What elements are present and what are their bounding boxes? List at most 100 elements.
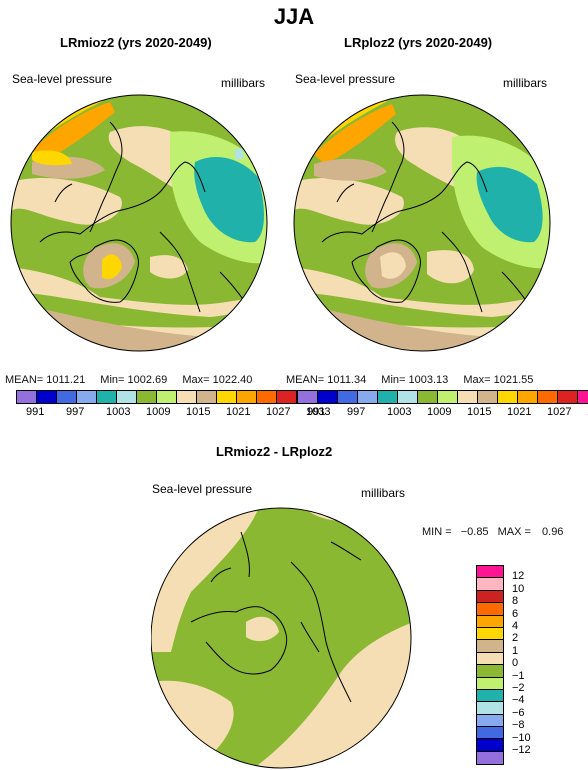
map1-colorbar-swatch (157, 391, 177, 403)
map1-colorbar-swatch (117, 391, 137, 403)
diff-max-value: 0.96 (542, 526, 564, 538)
map2-colorbar-swatch (338, 391, 358, 403)
map1-colorbar-tick-label: 1033 (306, 406, 331, 418)
map1-stats: MEAN= 1011.21 Min= 1002.69 Max= 1022.40 (5, 374, 252, 386)
map1-colorbar-swatch (197, 391, 217, 403)
map1-min-label: Min= (100, 374, 125, 386)
map2-colorbar-tick-label: 1003 (387, 406, 412, 418)
map2-max-label: Max= (463, 374, 491, 386)
diff-colorbar-swatch (477, 627, 503, 641)
diff-colorbar-swatch (477, 590, 503, 604)
map1-teal-region (194, 157, 264, 243)
map2-colorbar-swatch (418, 391, 438, 403)
diff-polar-plot (151, 507, 412, 769)
map1-max-value: 1022.40 (212, 374, 253, 386)
map1-max-label: Max= (182, 374, 210, 386)
map1-colorbar-tick-label: 991 (26, 406, 45, 418)
map2-colorbar-swatch (478, 391, 498, 403)
map2-field-label: Sea-level pressure (295, 72, 396, 86)
map1-colorbar-tick-label: 1003 (106, 406, 131, 418)
map2-colorbar-swatch (538, 391, 558, 403)
diff-colorbar-swatch (477, 603, 503, 616)
map1-orange-region (30, 102, 115, 162)
map1-colorbar-tick-label: 1027 (266, 406, 291, 418)
diff-colorbar-ticks: 12 10 8 6 4 2 1 0 −1 −2 −4 −6 −8 −10 −12 (508, 565, 568, 765)
map2-colorbar-swatch (398, 391, 418, 403)
diff-colorbar-swatch (477, 739, 503, 752)
diff-colorbar-swatch (477, 714, 503, 728)
diff-field-label: Sea-level pressure (152, 482, 253, 496)
diff-colorbar-tick-label: 12 (512, 570, 525, 583)
map2-min-value: 1003.13 (408, 374, 449, 386)
map1-colorbar-swatch (17, 391, 37, 403)
map2-colorbar-tick-label: 1021 (507, 406, 532, 418)
diff-colorbar-swatch (477, 727, 503, 740)
map2-mean-value: 1011.34 (327, 374, 367, 386)
map1-colorbar-tick-label: 1009 (146, 406, 171, 418)
map2-polar-plot (293, 94, 551, 352)
map1-min-value: 1002.69 (127, 374, 168, 386)
map1-colorbar-ticks: 991 997 1003 1009 1015 1021 1027 1033 (16, 406, 330, 420)
diff-colorbar-tick-label: −1 (512, 669, 525, 682)
diff-colorbar (476, 565, 504, 766)
map2-colorbar-swatch (298, 391, 318, 403)
map2-colorbar-swatch (558, 391, 578, 403)
diff-colorbar-swatch (477, 665, 503, 678)
diff-colorbar-tick-label: −10 (512, 731, 531, 744)
map2-mean-label: MEAN= (286, 374, 325, 386)
map2-colorbar-tick-label: 997 (347, 406, 366, 418)
map1-colorbar-swatch (217, 391, 237, 403)
diff-colorbar-tick-label: 1 (512, 644, 519, 657)
map1-polar-plot (10, 94, 268, 352)
map1-units-label: millibars (221, 76, 266, 90)
map2-stats: MEAN= 1011.34 Min= 1003.13 Max= 1021.55 (286, 374, 533, 386)
map2-max-value: 1021.55 (493, 374, 534, 386)
map2-title: LRploz2 (yrs 2020-2049) (344, 35, 493, 50)
map1-colorbar (16, 390, 318, 404)
map2-colorbar-swatch (438, 391, 458, 403)
map2-colorbar-swatch (578, 391, 588, 403)
diff-colorbar-tick-label: 10 (512, 582, 525, 595)
map1-colorbar-swatch (177, 391, 197, 403)
map2-colorbar (297, 390, 588, 404)
map2-colorbar-swatch (318, 391, 338, 403)
diff-colorbar-tick-label: 0 (512, 657, 519, 670)
diff-colorbar-tick-label: −8 (512, 719, 525, 732)
map1-colorbar-tick-label: 1015 (186, 406, 211, 418)
diff-colorbar-swatch (477, 751, 503, 765)
map1-mean-label: MEAN= (5, 374, 44, 386)
map2-min-label: Min= (381, 374, 406, 386)
diff-colorbar-swatch (477, 615, 503, 628)
map2-colorbar-swatch (358, 391, 378, 403)
diff-colorbar-swatch (477, 566, 503, 579)
map2-colorbar-tick-label: 1027 (547, 406, 572, 418)
map1-field-label: Sea-level pressure (12, 72, 113, 86)
map2-colorbar-swatch (458, 391, 478, 403)
diff-colorbar-tick-label: 4 (512, 620, 519, 632)
map1-colorbar-swatch (37, 391, 57, 403)
diff-colorbar-swatch (477, 578, 503, 591)
diff-colorbar-swatch (477, 702, 503, 715)
diff-colorbar-swatch (477, 652, 503, 666)
diff-colorbar-swatch (477, 677, 503, 690)
diff-colorbar-tick-label: 6 (512, 607, 519, 620)
diff-colorbar-tick-label: −12 (512, 744, 531, 756)
map1-colorbar-swatch (137, 391, 157, 403)
map2-units-label: millibars (503, 76, 548, 90)
diff-stats: MIN = −0.85 MAX = 0.96 (422, 526, 563, 538)
map2-colorbar-swatch (378, 391, 398, 403)
map2-colorbar-swatch (498, 391, 518, 403)
diff-min-value: −0.85 (460, 526, 489, 538)
diff-title: LRmioz2 - LRploz2 (216, 444, 333, 459)
diff-colorbar-tick-label: 2 (512, 632, 519, 645)
map1-colorbar-swatch (237, 391, 257, 403)
map1-colorbar-tick-label: 1021 (226, 406, 251, 418)
diff-min-label: MIN = (422, 526, 452, 538)
map1-colorbar-swatch (97, 391, 117, 403)
diff-colorbar-tick-label: 8 (512, 595, 519, 608)
map1-colorbar-swatch (77, 391, 97, 403)
map2-colorbar-swatch (518, 391, 538, 403)
diff-units-label: millibars (361, 486, 406, 500)
map1-beige-region (11, 177, 122, 225)
diff-colorbar-swatch (477, 640, 503, 653)
